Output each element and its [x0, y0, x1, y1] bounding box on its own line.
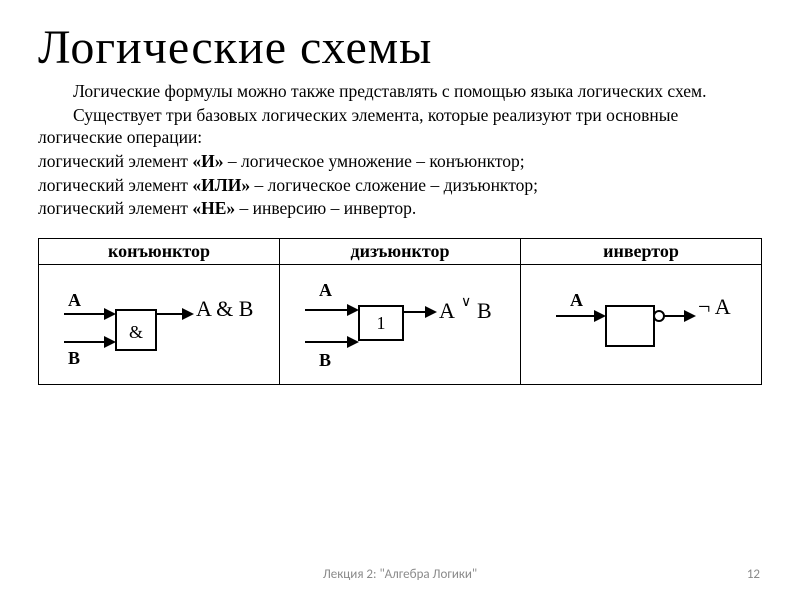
li1-post: – логическое умножение – конъюнктор;: [223, 151, 524, 171]
li2-pre: логический элемент: [38, 175, 192, 195]
and-gate-diagram: A B & A & B: [44, 270, 274, 380]
or-in-b-label: B: [319, 350, 331, 370]
not-in-a-label: A: [570, 290, 583, 310]
header-not: инвертор: [521, 239, 762, 265]
and-output-label: A & B: [196, 296, 253, 321]
li1-pre: логический элемент: [38, 151, 192, 171]
not-gate-diagram: A ¬ A: [526, 270, 756, 380]
body-text: Логические формулы можно также представл…: [38, 81, 762, 220]
cell-and: A B & A & B: [39, 265, 280, 385]
header-and: конъюнктор: [39, 239, 280, 265]
not-output-label: ¬ A: [698, 294, 731, 319]
paragraph-2: Существует три базовых логических элемен…: [38, 105, 762, 149]
cell-not: A ¬ A: [521, 265, 762, 385]
paragraph-1: Логические формулы можно также представл…: [38, 81, 762, 103]
or-out-b: B: [477, 298, 492, 323]
or-gate-diagram: A B 1 A ∨ B: [285, 270, 515, 380]
list-item-and: логический элемент «И» – логическое умно…: [38, 151, 762, 173]
or-in-a-label: A: [319, 280, 332, 300]
and-in-b-label: B: [68, 348, 80, 368]
and-in-a-label: A: [68, 290, 81, 310]
or-symbol: 1: [377, 313, 386, 333]
li2-post: – логическое сложение – дизъюнктор;: [250, 175, 538, 195]
gates-table: конъюнктор дизъюнктор инвертор A B: [38, 238, 762, 385]
header-or: дизъюнктор: [280, 239, 521, 265]
and-symbol: &: [129, 322, 143, 342]
or-out-a: A: [439, 298, 455, 323]
or-out-vee: ∨: [461, 295, 471, 310]
li1-bold: «И»: [192, 151, 223, 171]
cell-or: A B 1 A ∨ B: [280, 265, 521, 385]
footer-text: Лекция 2: "Алгебра Логики": [0, 567, 800, 582]
page-number: 12: [747, 567, 760, 582]
li3-pre: логический элемент: [38, 198, 192, 218]
li2-bold: «ИЛИ»: [192, 175, 250, 195]
li3-bold: «НЕ»: [192, 198, 235, 218]
list-item-or: логический элемент «ИЛИ» – логическое сл…: [38, 175, 762, 197]
li3-post: – инверсию – инвертор.: [235, 198, 416, 218]
list-item-not: логический элемент «НЕ» – инверсию – инв…: [38, 198, 762, 220]
slide-title: Логические схемы: [38, 20, 762, 75]
